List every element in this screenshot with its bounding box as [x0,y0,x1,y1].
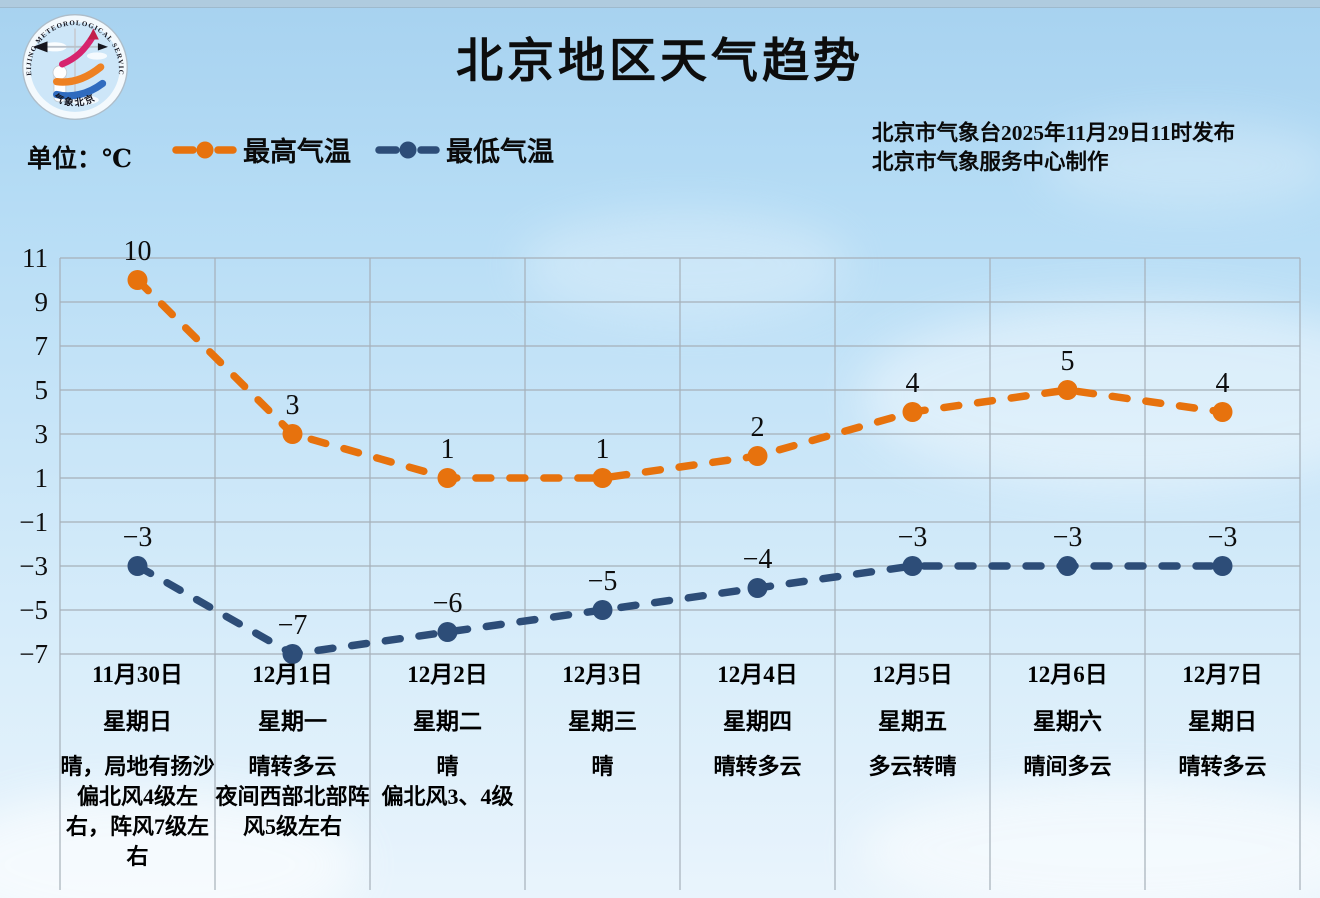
min-temp-value-label: −7 [278,610,308,641]
min-temp-value-label: −3 [898,522,928,553]
y-axis-tick-label: 11 [22,243,48,273]
y-axis-tick-label: 5 [35,375,49,405]
y-axis-tick-label: −3 [19,551,48,581]
max-temp-line [133,276,1227,482]
y-axis-tick-label: −5 [19,595,48,625]
y-axis-tick-label: −1 [19,507,48,537]
logo-cloud [86,52,108,60]
min-temp-point [592,600,613,620]
max-temp-point [902,402,923,422]
max-temp-point [747,446,768,466]
max-temp-value-label: 2 [751,412,765,443]
min-temp-point [282,644,303,664]
max-temp-point [1212,402,1233,422]
produced-by-line: 北京市气象服务中心制作 [872,150,1109,174]
y-axis-tick-label: −7 [19,639,48,669]
beijing-meteorological-service-logo-icon: BEIJING METEOROLOGICAL SERVICE 气象北京 [20,12,128,120]
y-axis-tick-label: 3 [35,419,49,449]
min-temp-point [127,556,148,576]
page-title: 北京地区天气趋势 [456,36,864,88]
y-axis-tick-label: 1 [35,463,49,493]
legend-item-min-temp: 最低气温 [375,130,554,169]
max-temp-value-label: 3 [286,390,300,421]
issue-info: 北京市气象台2025年11月29日11时发布 北京市气象服务中心制作 [872,119,1235,177]
max-temp-point [1057,380,1078,400]
logo-swooshes [53,28,107,100]
legend-label-max-temp: 最高气温 [243,137,351,167]
y-axis-tick-label: 9 [35,287,49,317]
min-temp-line-swatch-icon [375,141,440,158]
min-temp-point [1212,556,1233,576]
max-temp-point [437,468,458,488]
min-temp-point [902,556,923,576]
max-temp-point [127,270,148,290]
max-temp-value-label: 5 [1061,346,1075,377]
min-temp-value-label: −3 [123,522,153,553]
issued-by-line: 北京市气象台2025年11月29日11时发布 [872,121,1236,145]
min-temp-value-label: −5 [588,566,618,597]
min-temp-point [1057,556,1078,576]
max-temp-value-label: 4 [906,368,920,399]
y-axis-tick-label: 7 [35,331,49,361]
min-temp-point [747,578,768,598]
top-border-strip [0,0,1320,8]
min-temp-value-label: −3 [1208,522,1238,553]
min-temp-line [133,562,1227,658]
min-temp-point [437,622,458,642]
legend-item-max-temp: 最高气温 [172,130,351,169]
max-temp-value-label: 4 [1216,368,1230,399]
logo-wind-vane [32,28,108,100]
legend: 最高气温 最低气温 [172,130,554,169]
unit-label: 单位：℃ [27,146,132,173]
min-temp-value-label: −6 [433,588,463,619]
max-temp-value-label: 1 [441,434,455,465]
min-temp-value-label: −4 [743,544,773,575]
max-temp-point [592,468,613,488]
max-temp-value-label: 10 [124,236,152,267]
max-temp-line-swatch-icon [172,141,237,158]
max-temp-point [282,424,303,444]
min-temp-value-label: −3 [1053,522,1083,553]
legend-label-min-temp: 最低气温 [446,137,554,167]
max-temp-value-label: 1 [596,434,610,465]
